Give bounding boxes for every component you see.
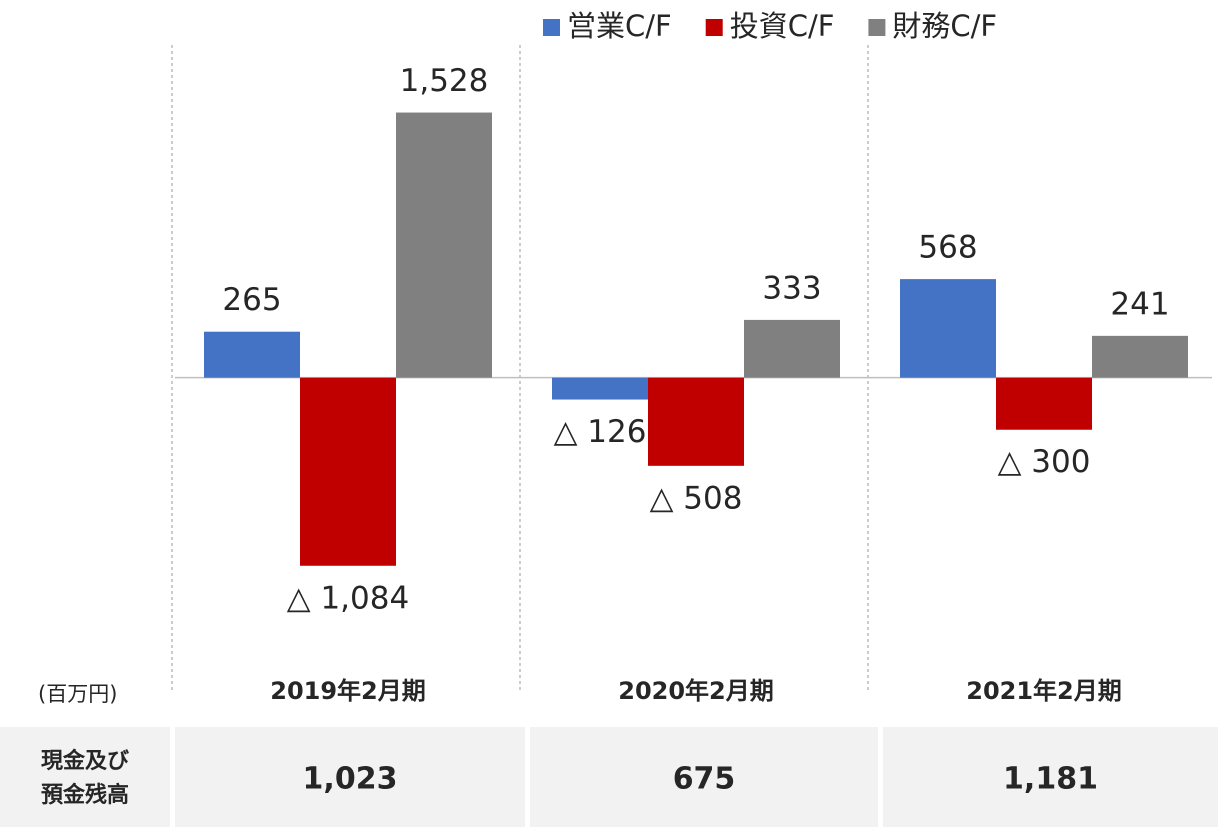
bar (396, 112, 492, 378)
legend-label: 財務C/F (892, 9, 997, 43)
bar (648, 377, 744, 466)
table-cell (0, 727, 170, 827)
data-label: △ 1,084 (287, 580, 409, 616)
legend-label: 営業C/F (567, 9, 672, 43)
table-value: 1,023 (303, 762, 398, 797)
bar (1092, 335, 1188, 378)
table-value: 1,181 (1003, 762, 1098, 797)
data-label: △ 300 (998, 444, 1091, 480)
x-tick-label: 2020年2月期 (618, 677, 774, 705)
data-label: △ 508 (650, 480, 743, 516)
data-label: △ 126 (554, 414, 647, 450)
unit-label: (百万円) (38, 682, 117, 706)
data-label: 241 (1110, 286, 1169, 322)
bar (204, 331, 300, 378)
x-tick-label: 2021年2月期 (966, 677, 1122, 705)
x-tick-label: 2019年2月期 (270, 677, 426, 705)
table-value: 675 (673, 762, 736, 797)
legend-swatch (543, 19, 560, 36)
legend-label: 投資C/F (730, 9, 835, 43)
bar (996, 377, 1092, 430)
legend-swatch (868, 19, 886, 36)
legend-swatch (705, 19, 723, 36)
bar (552, 377, 648, 400)
bar (900, 279, 996, 378)
data-label: 265 (222, 282, 281, 318)
bar (744, 319, 840, 378)
row-label: 現金及び (41, 748, 129, 774)
table-cell (175, 727, 525, 827)
table-cell (530, 727, 878, 827)
data-label: 568 (918, 230, 977, 266)
data-label: 333 (762, 270, 821, 306)
bar (300, 377, 396, 566)
table-cell (883, 727, 1218, 827)
data-label: 1,528 (400, 63, 489, 99)
row-label: 預金残高 (41, 782, 129, 808)
